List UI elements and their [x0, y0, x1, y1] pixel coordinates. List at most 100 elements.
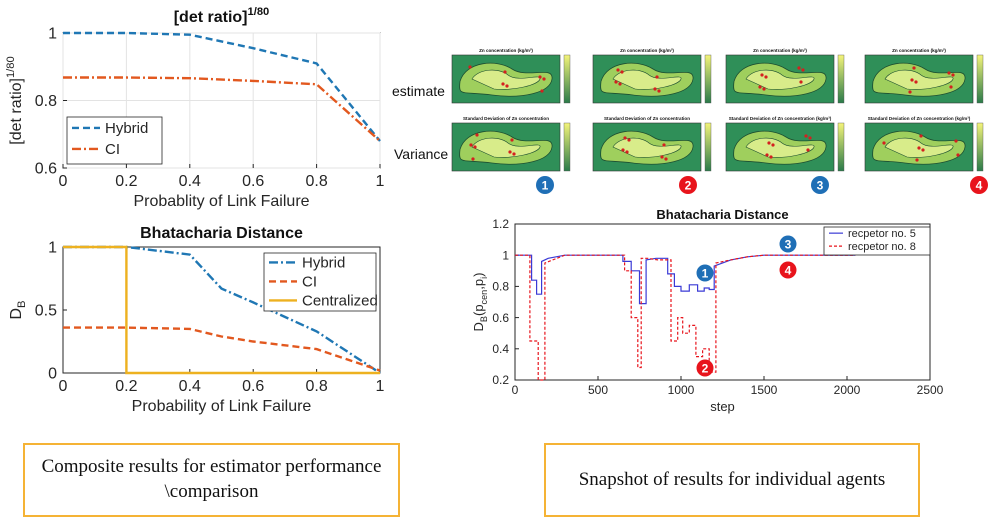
map-sensor-dot — [762, 87, 766, 91]
legend-label-1: recpetor no. 5 — [848, 228, 916, 240]
map-sensor-dot — [765, 153, 769, 157]
marker-number: 3 — [785, 238, 792, 252]
legend-label-1: Hybrid — [302, 254, 345, 271]
x-tick-label: 0 — [59, 378, 68, 395]
map-sensor-dot — [542, 77, 546, 81]
x-tick-label: 2000 — [834, 383, 861, 397]
y-tick-label: 0.6 — [492, 311, 509, 325]
map-sensor-dot — [501, 82, 505, 86]
map-sensor-dot — [473, 145, 477, 149]
map-sensor-dot — [623, 136, 627, 140]
map-sensor-dot — [510, 138, 514, 142]
map-colorbar — [704, 122, 712, 172]
x-tick-label: 0 — [59, 173, 68, 190]
marker-circle — [811, 176, 829, 194]
map-title: Zn concentration (kg/m³) — [892, 48, 946, 53]
x-axis-label: Probability of Link Failure — [132, 398, 312, 415]
chart-title: Bhatacharia Distance — [656, 207, 788, 222]
x-axis-label: Probablity of Link Failure — [133, 193, 309, 210]
map-sensor-dot — [951, 73, 955, 77]
chart-2: 0 0.2 0.4 0.6 0.8 1 0 0.5 1 Bhatacharia Distance P… — [8, 225, 385, 415]
x-tick-label: 0 — [512, 383, 519, 397]
colorbar-strip — [563, 122, 571, 172]
map-sensor-dot — [917, 146, 921, 150]
map-thumbnail: Zn concentration (kg/m³) — [725, 48, 845, 104]
map-sensor-dot — [767, 141, 771, 145]
map-sensor-dot — [954, 139, 958, 143]
x-axis-label: step — [710, 399, 735, 414]
map-sensor-dot — [653, 87, 657, 91]
marker-badge-3: 3 — [811, 176, 829, 194]
x-tick-label: 1000 — [668, 383, 695, 397]
marker-number: 3 — [817, 179, 824, 193]
map-sensor-dot — [657, 89, 661, 93]
marker-badge-1: 1 — [536, 176, 554, 194]
map-sensor-dot — [616, 68, 620, 72]
chart-marker-2: 2 — [696, 359, 714, 377]
map-sensor-dot — [808, 136, 812, 140]
marker-number: 4 — [785, 264, 792, 278]
x-tick-label: 0.6 — [242, 173, 264, 190]
y-tick-label: 1 — [48, 240, 57, 257]
x-tick-label: 0.8 — [305, 378, 327, 395]
chart-marker-3: 3 — [779, 235, 797, 253]
marker-number: 1 — [702, 267, 709, 281]
chart-title: Bhatacharia Distance — [140, 225, 303, 242]
x-tick-label: 1500 — [751, 383, 778, 397]
x-tick-label: 0.2 — [115, 378, 137, 395]
map-thumbnail: Zn concentration (kg/m³) — [864, 48, 984, 104]
map-sensor-dot — [618, 82, 622, 86]
map-sensor-dot — [760, 73, 764, 77]
map-title: Standard Deviation of Zn concentration — [604, 116, 690, 121]
map-sensor-dot — [799, 80, 803, 84]
map-colorbar — [976, 54, 984, 104]
marker-badge-2: 2 — [679, 176, 697, 194]
colorbar-strip — [704, 122, 712, 172]
snapshot-row-label-variance: Variance — [394, 146, 449, 162]
legend-box — [823, 226, 931, 256]
map-sensor-dot — [910, 78, 914, 82]
map-sensor-dot — [915, 158, 919, 162]
x-tick-label: 2500 — [917, 383, 944, 397]
map-sensor-dot — [947, 71, 951, 75]
marker-circle — [970, 176, 988, 194]
map-sensor-dot — [503, 70, 507, 74]
x-tick-label: 1 — [376, 173, 385, 190]
map-thumbnail: Zn concentration (kg/m³) — [451, 48, 571, 104]
map-sensor-dot — [806, 148, 810, 152]
legend-label-3: Centralized — [302, 292, 378, 309]
y-tick-label: 0.5 — [35, 303, 57, 320]
chart-3: 0 500 1000 1500 2000 2500 0.2 0.4 0.6 0.8 1 1.2 Bhat… — [471, 207, 944, 414]
legend-label-1: Hybrid — [105, 120, 148, 137]
y-tick-label: 0 — [48, 366, 57, 383]
map-core — [471, 137, 541, 158]
map-colorbar — [837, 54, 845, 104]
y-tick-label: 0.8 — [492, 280, 509, 294]
map-title: Standard Deviation of Zn concentration — [463, 116, 549, 121]
x-tick-label: 0.2 — [115, 173, 137, 190]
chart-marker-4: 4 — [779, 261, 797, 279]
map-sensor-dot — [512, 152, 516, 156]
map-sensor-dot — [949, 85, 953, 89]
map-sensor-dot — [475, 133, 479, 137]
map-core — [884, 69, 954, 90]
map-sensor-dot — [508, 150, 512, 154]
map-sensor-dot — [882, 141, 886, 145]
map-sensor-dot — [921, 148, 925, 152]
x-tick-label: 1 — [376, 378, 385, 395]
map-sensor-dot — [505, 84, 509, 88]
y-axis-label: DB(pcen,pi) — [471, 273, 489, 332]
colorbar-strip — [563, 54, 571, 104]
marker-number: 4 — [976, 179, 983, 193]
map-thumbnail: Standard Deviation of Zn concentration (… — [864, 116, 984, 172]
map-sensor-dot — [614, 80, 618, 84]
chart-marker-1: 1 — [696, 264, 714, 282]
map-sensor-dot — [758, 85, 762, 89]
colorbar-strip — [837, 122, 845, 172]
map-sensor-dot — [660, 155, 664, 159]
legend-label-2: CI — [302, 273, 317, 290]
map-sensor-dot — [764, 75, 768, 79]
marker-number: 2 — [685, 179, 692, 193]
y-axis-label: [det ratio]1/80 — [5, 56, 25, 144]
